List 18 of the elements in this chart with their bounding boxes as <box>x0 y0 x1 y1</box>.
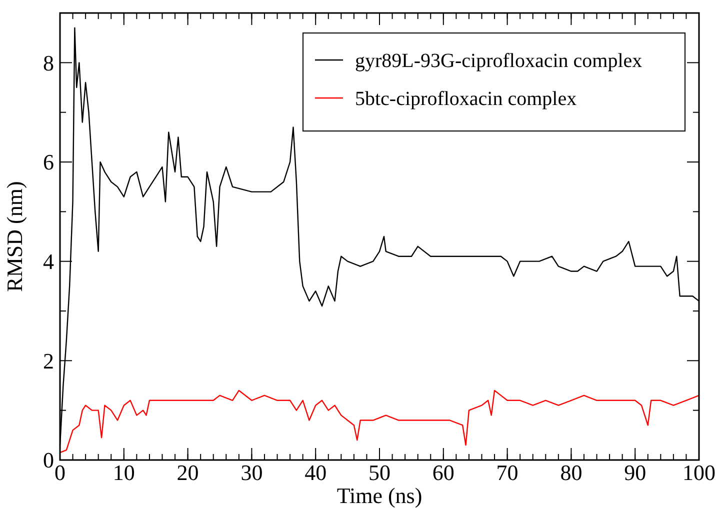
y-tick-label: 4 <box>43 249 54 274</box>
x-tick-label: 60 <box>432 460 454 485</box>
x-tick-label: 40 <box>304 460 327 485</box>
legend-label: 5btc-ciprofloxacin complex <box>355 88 577 110</box>
legend-label: gyr89L-93G-ciprofloxacin complex <box>355 50 642 72</box>
x-tick-label: 70 <box>496 460 518 485</box>
x-tick-label: 50 <box>368 460 390 485</box>
y-axis-title: RMSD (nm) <box>2 181 27 292</box>
y-tick-label: 8 <box>43 50 54 76</box>
x-tick-label: 20 <box>176 460 199 485</box>
y-tick-label: 6 <box>43 150 54 175</box>
x-axis-title: Time (ns) <box>336 483 422 508</box>
y-tick-label: 2 <box>43 348 54 374</box>
x-tick-label: 10 <box>112 460 135 485</box>
x-tick-label: 30 <box>240 460 263 485</box>
x-tick-label: 80 <box>560 460 582 485</box>
x-tick-label: 90 <box>624 460 646 485</box>
x-tick-label: 100 <box>682 460 716 485</box>
